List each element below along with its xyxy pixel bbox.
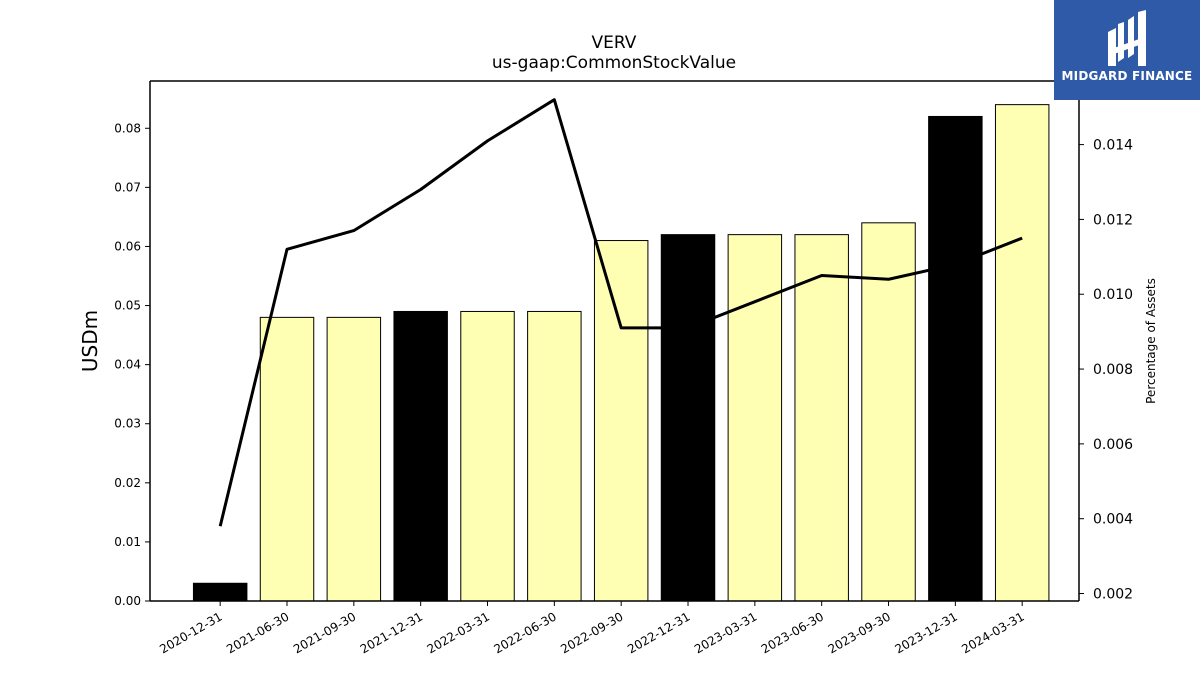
bar-2023-06-30 [794, 234, 849, 602]
bar-2024-03-31 [994, 104, 1050, 602]
y2-tick-label: 0.002 [1093, 587, 1133, 603]
bar-2022-09-30 [593, 240, 649, 602]
x-tick-label: 2020-12-31 [157, 609, 224, 656]
y2-tick-label: 0.006 [1093, 437, 1133, 453]
x-tick-label: 2023-12-31 [892, 609, 959, 656]
y-tick-label: 0.02 [114, 476, 141, 490]
y2-tick-label: 0.008 [1093, 362, 1133, 378]
y2-tick-label: 0.014 [1093, 138, 1133, 154]
x-tick-label: 2024-03-31 [959, 609, 1026, 656]
y2-axis-label: Percentage of Assets [1144, 278, 1158, 404]
x-tick-label: 2021-09-30 [291, 609, 358, 656]
y2-tick-label: 0.004 [1093, 512, 1133, 528]
bar-2023-09-30 [861, 222, 916, 602]
y2-tick-label: 0.012 [1093, 212, 1133, 228]
bar-2021-12-31 [393, 310, 448, 602]
bars-layer [192, 104, 1050, 602]
x-tick-label: 2023-09-30 [826, 609, 893, 656]
x-tick-label: 2021-06-30 [224, 609, 291, 656]
line-layer [218, 98, 1023, 527]
bar-2022-06-30 [527, 310, 582, 602]
x-tick-label: 2022-06-30 [491, 609, 558, 656]
y-tick-label: 0.08 [114, 121, 141, 135]
bar-2022-03-31 [460, 310, 515, 602]
chart-title: VERV [592, 33, 637, 53]
y2-tick-label: 0.010 [1093, 287, 1133, 303]
y-tick-label: 0.04 [114, 358, 141, 372]
chart-subtitle: us-gaap:CommonStockValue [492, 53, 736, 73]
bar-2020-12-31 [192, 582, 248, 602]
y-tick-label: 0.06 [114, 239, 141, 253]
y-tick-label: 0.00 [114, 594, 141, 608]
bar-2022-12-31 [660, 234, 716, 602]
bar-2023-03-31 [727, 234, 783, 602]
percentage-line [218, 98, 1023, 527]
y-tick-label: 0.07 [114, 180, 141, 194]
x-tick-label: 2023-03-31 [692, 609, 759, 656]
x-tick-label: 2022-03-31 [425, 609, 492, 656]
y-tick-label: 0.05 [114, 299, 141, 313]
x-tick-label: 2021-12-31 [358, 609, 425, 656]
midgard-logo-icon [1108, 10, 1146, 66]
y-axis-label: USDm [78, 310, 102, 372]
x-tick-label: 2022-12-31 [625, 609, 692, 656]
bar-2021-09-30 [326, 316, 382, 602]
bar-2021-06-30 [259, 316, 315, 602]
y-tick-label: 0.01 [114, 535, 141, 549]
bar-2023-12-31 [928, 115, 983, 602]
logo-text: MIDGARD FINANCE [1061, 69, 1193, 83]
x-tick-label: 2022-09-30 [558, 609, 625, 656]
midgard-finance-logo: MIDGARD FINANCE [1054, 0, 1200, 100]
x-tick-label: 2023-06-30 [759, 609, 826, 656]
y-tick-label: 0.03 [114, 417, 141, 431]
